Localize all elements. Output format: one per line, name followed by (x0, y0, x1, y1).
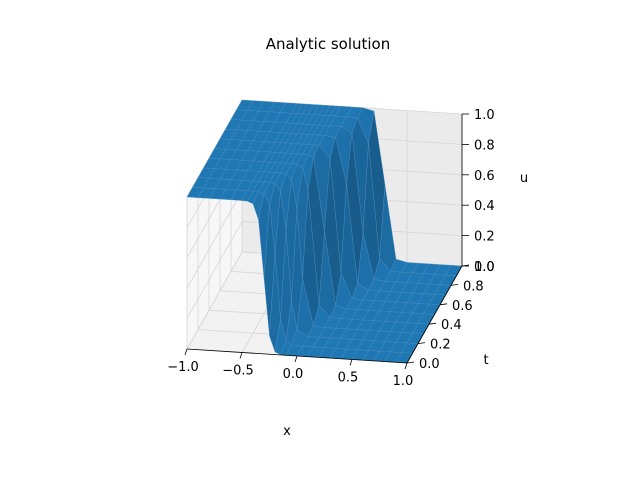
y-tick-label: 0.2 (430, 338, 451, 353)
x-tick-label: −1.0 (167, 360, 199, 375)
z-tick-label: 0.4 (474, 199, 495, 214)
y-tick-label: 0.0 (419, 357, 440, 372)
x-tick-label: 0.5 (338, 371, 359, 386)
y-tick-mark (450, 284, 459, 286)
x-tick-label: −0.5 (222, 364, 254, 379)
y-axis-label: t (483, 353, 488, 368)
x-tick-mark (294, 355, 298, 363)
z-axis-label: u (520, 171, 528, 186)
y-tick-label: 0.8 (463, 279, 484, 294)
x-tick-mark (404, 362, 408, 370)
z-tick-label: 0.6 (474, 169, 495, 184)
chart-title: Analytic solution (266, 35, 390, 53)
y-tick-mark (428, 322, 437, 325)
y-tick-mark (406, 361, 415, 364)
y-tick-mark (439, 303, 448, 306)
z-tick-label: 1.0 (474, 108, 495, 123)
x-tick-label: 0.0 (283, 367, 304, 382)
y-axis-line (406, 265, 463, 364)
y-tick-label: 0.6 (452, 299, 473, 314)
x-tick-mark (184, 348, 188, 356)
y-tick-label: 0.4 (441, 318, 462, 333)
z-tick-label: 0.8 (474, 138, 495, 153)
x-axis-label: x (283, 424, 291, 439)
z-tick-label: 0.0 (474, 260, 495, 275)
x-tick-mark (239, 352, 243, 359)
z-tick-label: 0.2 (474, 230, 495, 245)
y-tick-mark (417, 342, 426, 344)
x-tick-mark (349, 359, 353, 366)
y-tick-label: 1.0 (474, 260, 495, 275)
axes: −1.0 −0.5 0.0 0.5 1.00.00.20.40.60.81.00.00.… (167, 108, 494, 389)
x-tick-label: 1.0 (393, 374, 414, 389)
